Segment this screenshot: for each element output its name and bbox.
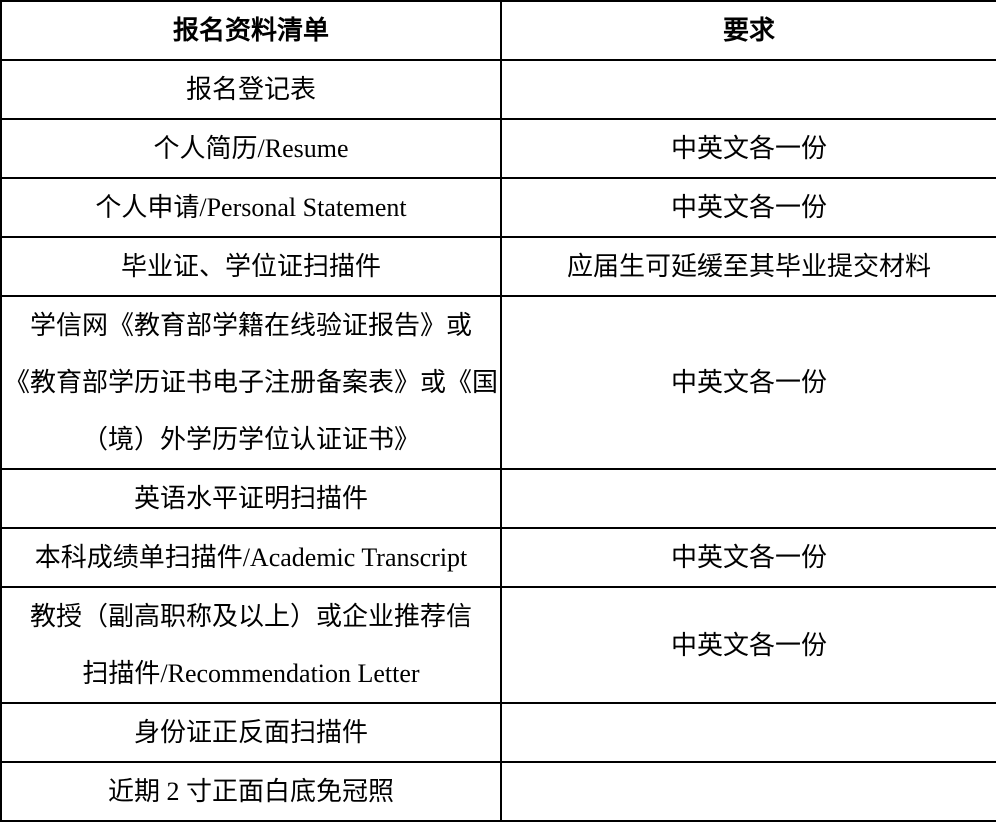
requirement-cell [500,468,996,529]
requirement-cell: 中英文各一份 [500,586,996,704]
requirement-cell: 中英文各一份 [500,118,996,179]
requirement-cell [500,761,996,822]
material-line: 身份证正反面扫描件 [133,718,368,747]
header-label: 要求 [722,16,775,45]
material-line: 《教育部学历证书电子注册备案表》或《国 [3,368,498,397]
material-cell: 英语水平证明扫描件 [0,468,502,529]
table-row: 本科成绩单扫描件/Academic Transcript 中英文各一份 [0,527,996,588]
table-row: 个人申请/Personal Statement 中英文各一份 [0,177,996,238]
requirement-text: 中英文各一份 [670,134,827,163]
table-row: 身份证正反面扫描件 [0,702,996,763]
material-cell: 报名登记表 [0,59,502,120]
material-cell: 个人简历/Resume [0,118,502,179]
requirement-cell: 应届生可延缓至其毕业提交材料 [500,236,996,297]
table-row: 英语水平证明扫描件 [0,468,996,529]
material-line: 个人申请/Personal Statement [95,193,407,222]
table-row: 毕业证、学位证扫描件 应届生可延缓至其毕业提交材料 [0,236,996,297]
material-line: （境）外学历学位认证证书》 [81,425,420,454]
requirement-cell: 中英文各一份 [500,177,996,238]
material-cell: 毕业证、学位证扫描件 [0,236,502,297]
requirement-cell: 中英文各一份 [500,295,996,470]
material-line: 英语水平证明扫描件 [133,484,368,513]
material-cell: 个人申请/Personal Statement [0,177,502,238]
material-cell: 本科成绩单扫描件/Academic Transcript [0,527,502,588]
material-cell: 学信网《教育部学籍在线验证报告》或 《教育部学历证书电子注册备案表》或《国 （境… [0,295,502,470]
header-label: 报名资料清单 [172,16,329,45]
header-materials-list: 报名资料清单 [0,0,502,61]
requirement-cell: 中英文各一份 [500,527,996,588]
material-line: 本科成绩单扫描件/Academic Transcript [34,543,468,572]
table-row: 学信网《教育部学籍在线验证报告》或 《教育部学历证书电子注册备案表》或《国 （境… [0,295,996,470]
requirement-text: 中英文各一份 [670,543,827,572]
header-row: 报名资料清单 要求 [0,0,996,61]
material-line: 教授（副高职称及以上）或企业推荐信 [29,602,472,631]
material-cell: 身份证正反面扫描件 [0,702,502,763]
table-row: 近期 2 寸正面白底免冠照 [0,761,996,822]
requirement-text: 中英文各一份 [670,630,827,660]
requirement-cell [500,59,996,120]
material-line: 毕业证、学位证扫描件 [120,252,381,281]
material-line: 近期 2 寸正面白底免冠照 [107,777,394,806]
table-row: 个人简历/Resume 中英文各一份 [0,118,996,179]
material-line: 个人简历/Resume [153,134,349,163]
requirement-text: 中英文各一份 [670,368,827,397]
requirement-cell [500,702,996,763]
material-cell: 教授（副高职称及以上）或企业推荐信 扫描件/Recommendation Let… [0,586,502,704]
requirement-text: 应届生可延缓至其毕业提交材料 [566,252,931,281]
requirement-text: 中英文各一份 [670,193,827,222]
material-line: 扫描件/Recommendation Letter [82,659,420,688]
material-line: 学信网《教育部学籍在线验证报告》或 [29,311,472,340]
header-requirements: 要求 [500,0,996,61]
table-row: 报名登记表 [0,59,996,120]
table-row: 教授（副高职称及以上）或企业推荐信 扫描件/Recommendation Let… [0,586,996,704]
material-line: 报名登记表 [185,75,316,104]
material-cell: 近期 2 寸正面白底免冠照 [0,761,502,822]
